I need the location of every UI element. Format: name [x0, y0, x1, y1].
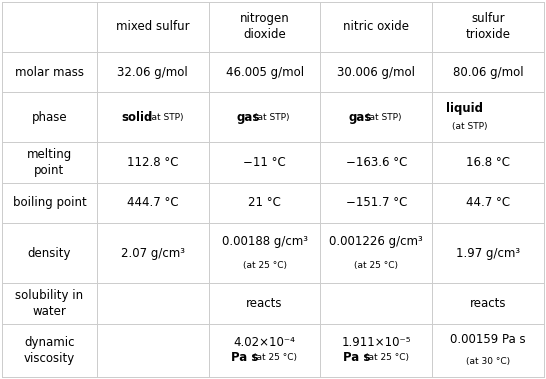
Text: dynamic
viscosity: dynamic viscosity	[24, 336, 75, 365]
Text: 30.006 g/mol: 30.006 g/mol	[337, 66, 416, 78]
Text: 1.911×10⁻⁵: 1.911×10⁻⁵	[342, 337, 411, 349]
Text: (at 25 °C): (at 25 °C)	[242, 261, 287, 270]
Text: 46.005 g/mol: 46.005 g/mol	[225, 66, 304, 78]
Text: melting
point: melting point	[27, 148, 72, 177]
Text: 16.8 °C: 16.8 °C	[466, 156, 510, 169]
Text: (at 25 °C): (at 25 °C)	[365, 353, 408, 362]
Text: 32.06 g/mol: 32.06 g/mol	[117, 66, 188, 78]
Text: 112.8 °C: 112.8 °C	[127, 156, 179, 169]
Text: 44.7 °C: 44.7 °C	[466, 196, 510, 210]
Text: reacts: reacts	[246, 297, 283, 310]
Text: 4.02×10⁻⁴: 4.02×10⁻⁴	[234, 337, 295, 349]
Text: 80.06 g/mol: 80.06 g/mol	[453, 66, 524, 78]
Text: 2.07 g/cm³: 2.07 g/cm³	[121, 247, 185, 260]
Text: 0.00159 Pa s: 0.00159 Pa s	[450, 333, 526, 346]
Text: density: density	[28, 247, 71, 260]
Text: solubility in
water: solubility in water	[15, 289, 84, 318]
Text: (at STP): (at STP)	[148, 113, 183, 122]
Text: −163.6 °C: −163.6 °C	[346, 156, 407, 169]
Text: −151.7 °C: −151.7 °C	[346, 196, 407, 210]
Text: sulfur
trioxide: sulfur trioxide	[466, 13, 511, 41]
Text: (at 25 °C): (at 25 °C)	[253, 353, 297, 362]
Text: nitrogen
dioxide: nitrogen dioxide	[240, 13, 289, 41]
Text: (at 25 °C): (at 25 °C)	[354, 261, 399, 270]
Text: gas: gas	[348, 111, 372, 124]
Text: (at STP): (at STP)	[452, 122, 487, 131]
Text: (at STP): (at STP)	[366, 113, 402, 122]
Text: mixed sulfur: mixed sulfur	[116, 20, 189, 33]
Text: reacts: reacts	[470, 297, 506, 310]
Text: Pa s: Pa s	[343, 351, 371, 364]
Text: gas: gas	[236, 111, 260, 124]
Text: −11 °C: −11 °C	[243, 156, 286, 169]
Text: 21 °C: 21 °C	[248, 196, 281, 210]
Text: liquid: liquid	[446, 102, 483, 115]
Text: 444.7 °C: 444.7 °C	[127, 196, 179, 210]
Text: phase: phase	[32, 111, 67, 124]
Text: (at 30 °C): (at 30 °C)	[466, 357, 510, 365]
Text: nitric oxide: nitric oxide	[343, 20, 410, 33]
Text: 0.001226 g/cm³: 0.001226 g/cm³	[329, 235, 423, 248]
Text: 0.00188 g/cm³: 0.00188 g/cm³	[222, 235, 307, 248]
Text: Pa s: Pa s	[232, 351, 259, 364]
Text: molar mass: molar mass	[15, 66, 84, 78]
Text: (at STP): (at STP)	[254, 113, 290, 122]
Text: 1.97 g/cm³: 1.97 g/cm³	[456, 247, 520, 260]
Text: boiling point: boiling point	[13, 196, 86, 210]
Text: solid: solid	[121, 111, 152, 124]
